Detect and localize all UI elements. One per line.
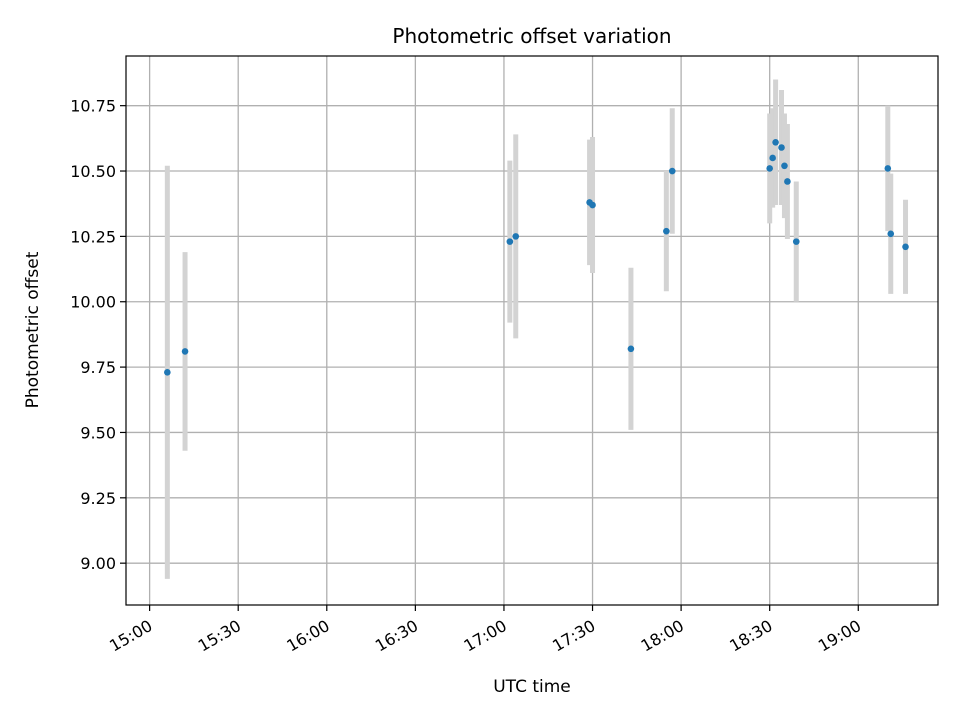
data-point <box>766 165 773 172</box>
data-point <box>784 178 791 185</box>
data-point <box>884 165 892 172</box>
y-tick-label: 9.00 <box>80 554 116 573</box>
data-point <box>792 238 800 245</box>
chart-title: Photometric offset variation <box>392 24 671 48</box>
y-tick-label: 9.25 <box>80 489 116 508</box>
data-point <box>778 144 785 151</box>
y-tick-label: 9.75 <box>80 358 116 377</box>
data-point <box>512 233 520 240</box>
y-axis-label: Photometric offset <box>23 251 43 408</box>
y-axis-ticks: 9.00 9.25 9.50 9.75 10.00 10.25 10.50 10.75 <box>70 97 126 573</box>
data-point <box>589 201 596 209</box>
data-point <box>668 167 676 175</box>
data-points <box>164 138 909 376</box>
data-point <box>781 162 788 170</box>
data-point <box>164 369 171 376</box>
data-point <box>902 243 909 251</box>
data-point <box>887 230 895 238</box>
y-tick-label: 10.50 <box>70 162 116 181</box>
y-tick-label: 9.50 <box>80 423 116 442</box>
x-axis-label: UTC time <box>493 677 571 697</box>
y-tick-label: 10.25 <box>70 227 116 246</box>
y-tick-label: 10.75 <box>70 97 116 116</box>
data-point <box>506 238 514 245</box>
data-point <box>769 154 776 162</box>
data-point <box>772 138 779 146</box>
plot-frame <box>125 55 939 606</box>
y-tick-label: 10.00 <box>70 293 116 312</box>
data-point <box>181 348 189 355</box>
data-point <box>627 345 635 353</box>
data-point <box>663 227 670 235</box>
